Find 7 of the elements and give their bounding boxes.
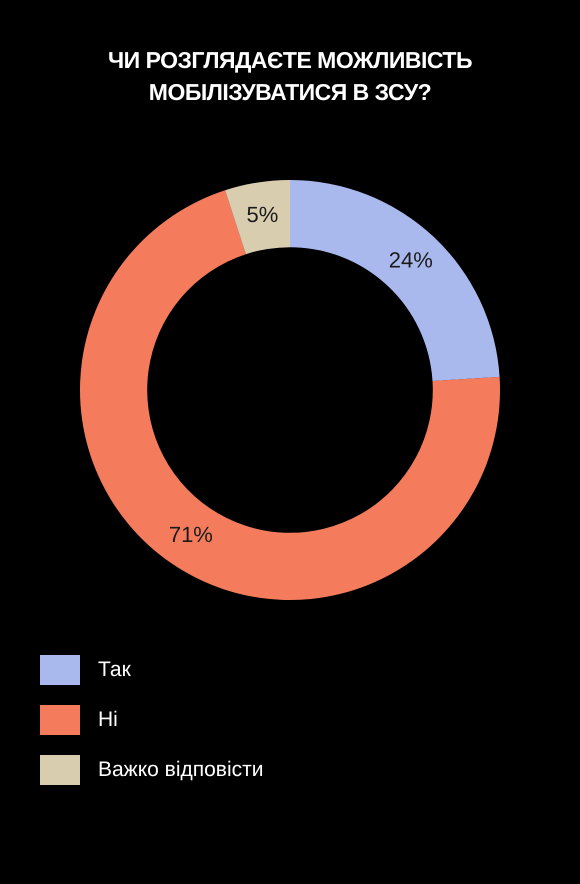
data-label: 5% — [246, 202, 278, 227]
chart-title: ЧИ РОЗГЛЯДАЄТЕ МОЖЛИВІСТЬ МОБІЛІЗУВАТИСЯ В ЗСУ? — [106, 46, 473, 107]
legend-label: Важко відповісти — [98, 758, 264, 782]
legend-label: Ні — [98, 708, 118, 732]
legend-label: Так — [98, 658, 131, 682]
data-label: 24% — [388, 247, 433, 272]
data-label: 71% — [168, 522, 213, 547]
